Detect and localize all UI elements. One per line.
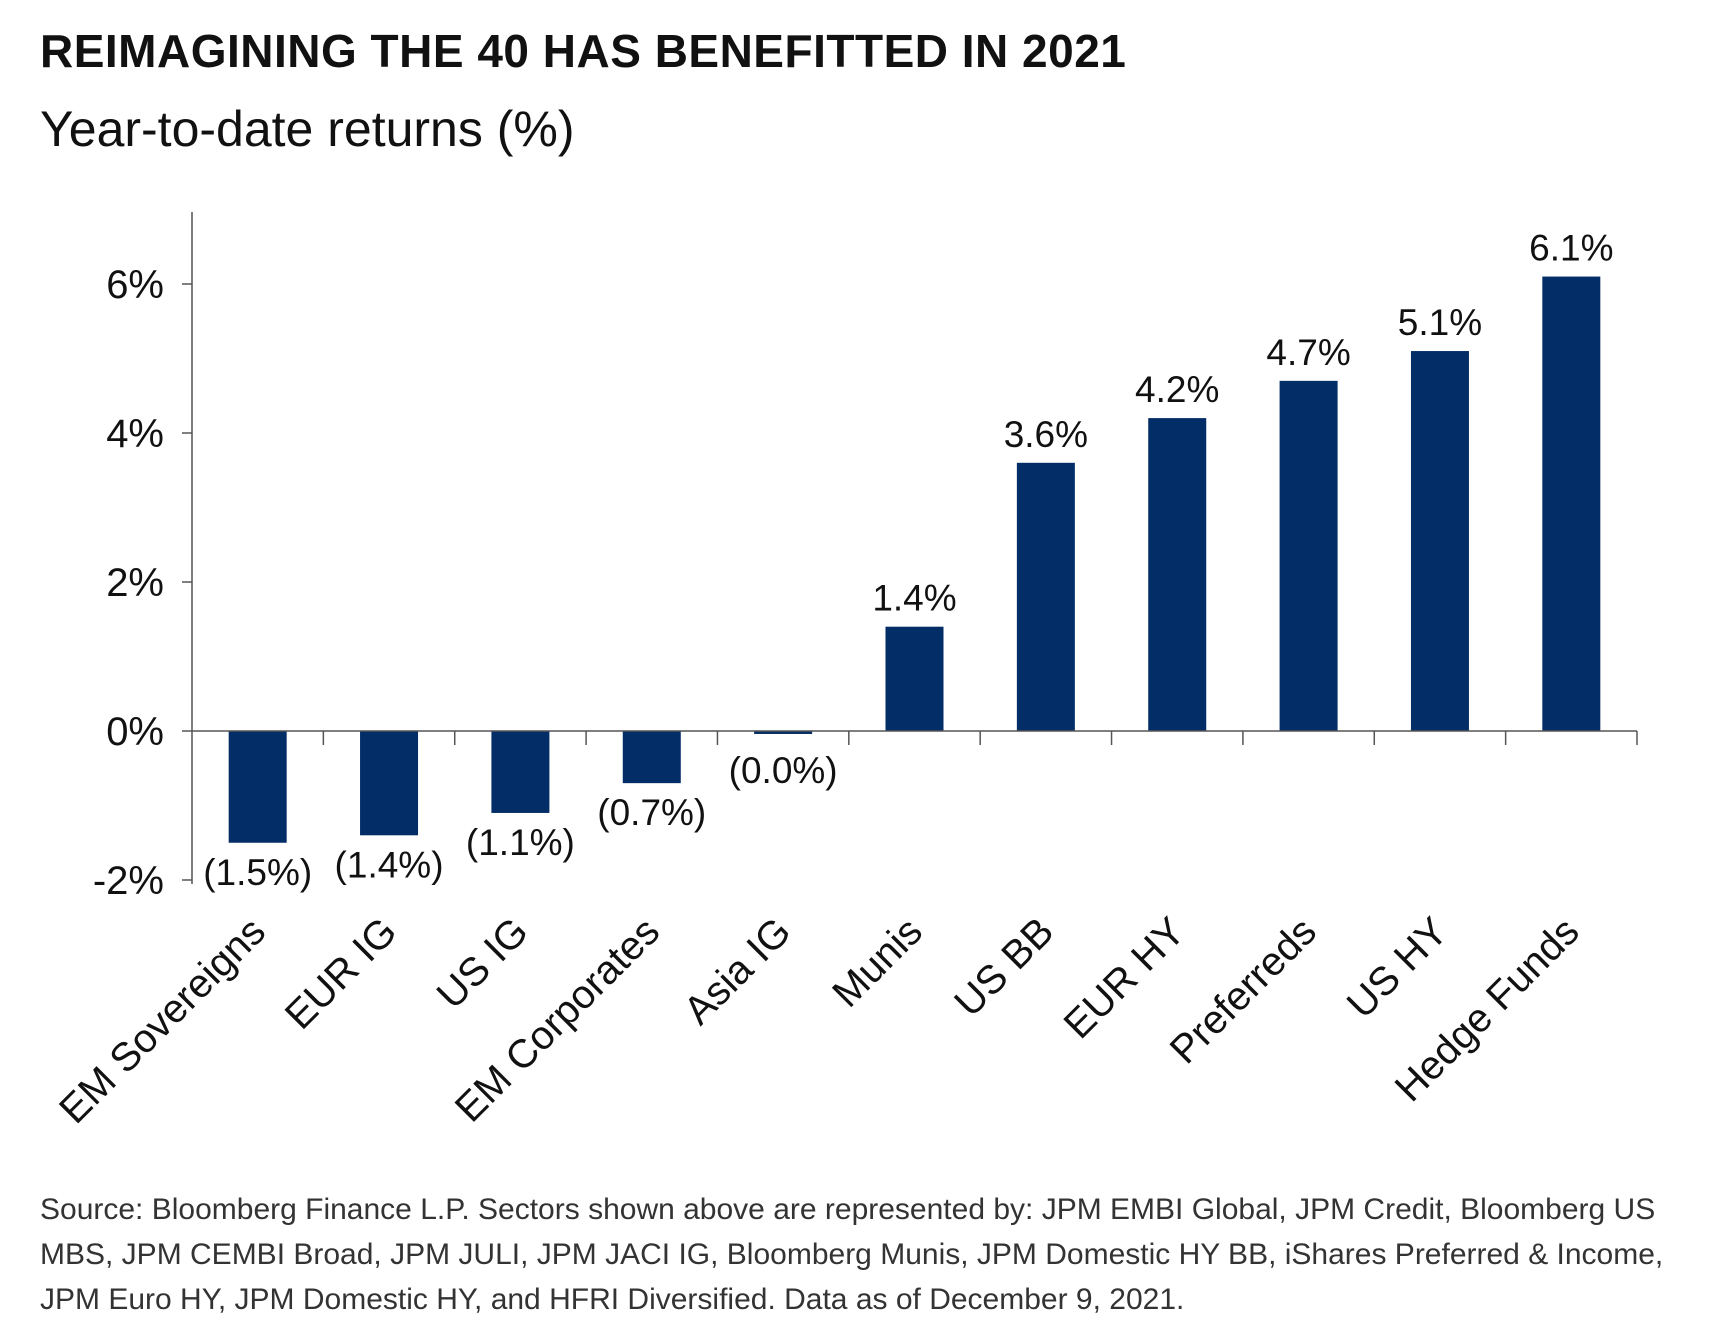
chart-title: REIMAGINING THE 40 HAS BENEFITTED IN 202… bbox=[40, 25, 1127, 77]
bar-1 bbox=[360, 731, 419, 836]
x-category-label: US HY bbox=[1339, 909, 1457, 1027]
bar-6 bbox=[1016, 462, 1075, 731]
bar-5 bbox=[885, 626, 944, 731]
y-tick-label: 4% bbox=[106, 412, 164, 456]
data-label: (1.5%) bbox=[203, 852, 312, 893]
x-category-label: US IG bbox=[429, 909, 537, 1017]
data-label: 1.4% bbox=[872, 578, 956, 619]
data-label: (1.4%) bbox=[335, 844, 444, 885]
y-tick-label: 0% bbox=[106, 710, 164, 754]
chart-subtitle: Year-to-date returns (%) bbox=[40, 101, 575, 157]
data-label: 4.2% bbox=[1135, 369, 1219, 410]
bar-9 bbox=[1410, 351, 1469, 731]
x-category-label: EUR HY bbox=[1056, 909, 1194, 1047]
data-label: 5.1% bbox=[1398, 302, 1482, 343]
data-label: (1.1%) bbox=[466, 822, 575, 863]
bar-0 bbox=[228, 731, 287, 843]
data-label: 3.6% bbox=[1004, 414, 1088, 455]
data-label: 6.1% bbox=[1529, 228, 1613, 269]
bar-8 bbox=[1279, 380, 1338, 731]
data-label: (0.0%) bbox=[729, 750, 838, 791]
bar-4 bbox=[754, 731, 813, 734]
data-label: (0.7%) bbox=[597, 792, 706, 833]
bar-3 bbox=[622, 731, 681, 784]
x-category-label: Asia IG bbox=[676, 909, 800, 1033]
x-category-label: EUR IG bbox=[277, 909, 406, 1038]
bar-chart: -2% 0% 2% 4% 6% (1.5%) (1.4%) (1.1%) (0.7%) (0.0%… bbox=[51, 212, 1638, 1132]
bar-2 bbox=[491, 731, 550, 813]
x-category-label: Munis bbox=[824, 909, 931, 1016]
y-tick-label: 6% bbox=[106, 263, 164, 307]
source-note: Source: Bloomberg Finance L.P. Sectors s… bbox=[40, 1193, 1664, 1316]
bar-7 bbox=[1148, 418, 1207, 731]
data-label: 4.7% bbox=[1266, 332, 1350, 373]
x-category-label: US BB bbox=[946, 909, 1062, 1025]
y-tick-label: 2% bbox=[106, 561, 164, 605]
y-tick-label: -2% bbox=[93, 859, 164, 903]
x-category-label: EM Sovereigns bbox=[51, 909, 274, 1132]
bar-10 bbox=[1542, 276, 1601, 731]
